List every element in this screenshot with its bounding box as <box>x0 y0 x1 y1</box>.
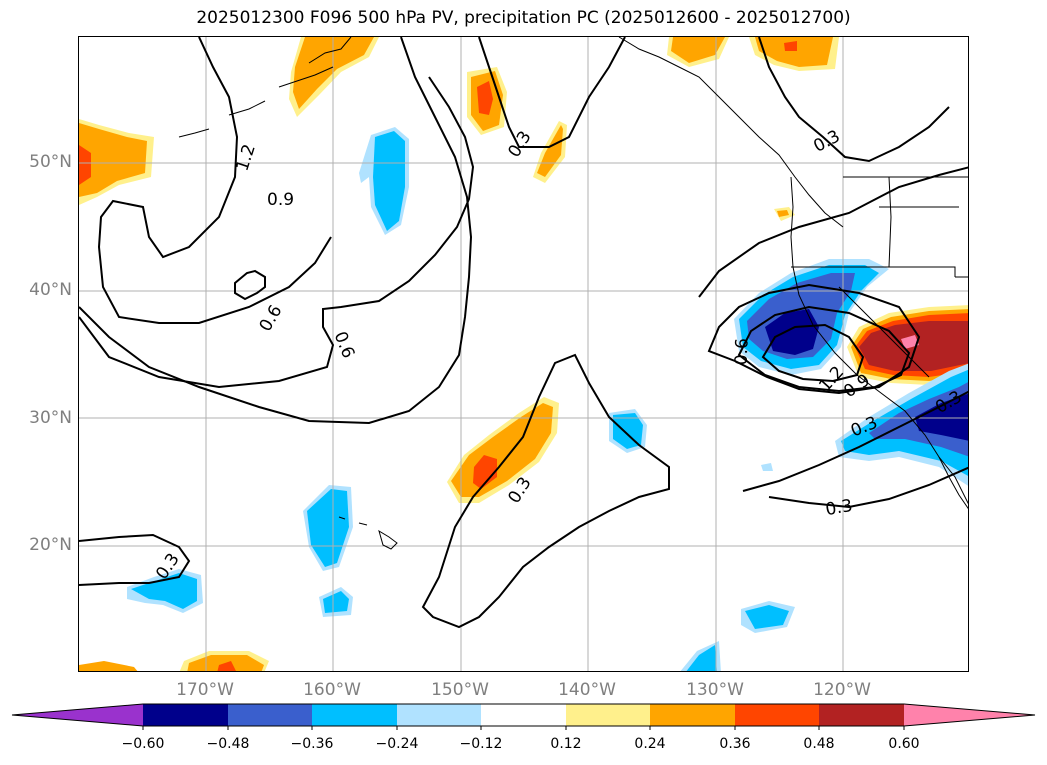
contour-0.6-loop <box>234 269 266 301</box>
colorbar-extend-low <box>12 704 143 726</box>
colorbar-tick-label: −0.48 <box>206 736 250 752</box>
colorbar-segment <box>228 704 312 726</box>
colorbar-segment <box>397 704 481 726</box>
colorbar-tick-label: −0.24 <box>375 736 419 752</box>
lon-label-170w: 170°W <box>176 680 234 700</box>
colorbar-segment <box>819 704 904 726</box>
colorbar-tick-label: 0.60 <box>888 736 920 752</box>
precip-positive <box>755 37 833 67</box>
colorbar-tick-label: 0.12 <box>550 736 582 752</box>
colorbar-segment <box>143 704 228 726</box>
contour-0.9-california <box>737 305 911 393</box>
alaska-coast <box>178 37 352 138</box>
colorbar-tick-label: −0.12 <box>459 736 503 752</box>
contour-1.2-west <box>97 37 332 324</box>
bc-coast <box>618 37 844 228</box>
lon-label-140w: 140°W <box>558 680 616 700</box>
precip-positive <box>537 125 563 177</box>
lat-label-30n: 30°N <box>29 408 72 428</box>
colorbar-segment <box>650 704 735 726</box>
colorbar-tick-label: 0.48 <box>803 736 835 752</box>
precip-positive <box>784 41 797 51</box>
contour-0.3-southwest <box>79 533 191 586</box>
mexico-coast <box>938 456 968 509</box>
precip-positive <box>777 210 789 217</box>
lat-label-20n: 20°N <box>29 535 72 555</box>
colorbar-segment <box>735 704 819 726</box>
colorbar-tick-label: 0.24 <box>634 736 666 752</box>
contour-label: 0.9 <box>267 190 294 210</box>
colorbar-segment <box>566 704 650 726</box>
precip-positive <box>451 403 553 497</box>
precip-positive <box>473 455 497 489</box>
lon-label-160w: 160°W <box>303 680 361 700</box>
state-borders <box>791 176 968 378</box>
precip-negative <box>373 131 405 231</box>
lon-label-150w: 150°W <box>431 680 489 700</box>
contour-label: 0.6 <box>732 338 753 366</box>
precip-positive <box>217 661 236 671</box>
colorbar <box>11 703 1036 730</box>
contour-label: 0.3 <box>824 496 854 520</box>
contour-0.3-north <box>478 37 626 148</box>
contour-0.3-south <box>742 390 968 509</box>
precip-negative <box>323 591 349 613</box>
precip-positive <box>293 37 374 109</box>
lat-label-50n: 50°N <box>29 152 72 172</box>
precip-negative <box>131 573 197 609</box>
pv-contours <box>79 37 968 629</box>
colorbar-tick-label: −0.60 <box>121 736 165 752</box>
precip-positive <box>477 81 493 115</box>
hawaii-islands <box>338 516 398 550</box>
precip-positive <box>901 335 919 349</box>
contour-0.3-coast <box>698 166 968 298</box>
precip-negative <box>915 393 968 441</box>
us-west-coast <box>790 176 968 505</box>
map-panel: 1.2 0.9 0.6 0.6 0.3 0.3 0.3 0.6 1.2 0.9 … <box>78 36 969 672</box>
contour-1.2-california <box>761 323 865 383</box>
precip-positive <box>671 37 725 63</box>
precip-negative <box>613 413 643 449</box>
precip-negative <box>686 645 717 671</box>
lon-label-130w: 130°W <box>686 680 744 700</box>
colorbar-tick-label: −0.36 <box>290 736 334 752</box>
precip-negative <box>765 309 819 355</box>
contour-0.3-northeast <box>758 37 950 163</box>
precip-positive <box>79 145 91 185</box>
contour-0.6-west <box>79 76 475 389</box>
colorbar-extend-high <box>904 704 1035 726</box>
precip-negative <box>761 463 773 471</box>
colorbar-tickmarks <box>142 726 905 730</box>
contour-0.3-central <box>421 353 670 629</box>
graticule <box>79 37 968 671</box>
map-canvas: 1.2 0.9 0.6 0.6 0.3 0.3 0.3 0.6 1.2 0.9 … <box>79 37 968 671</box>
colorbar-segment <box>481 704 566 726</box>
contour-labels: 1.2 0.9 0.6 0.6 0.3 0.3 0.3 0.6 1.2 0.9 … <box>152 126 965 583</box>
precip-negative <box>307 489 349 567</box>
contour-label: 0.6 <box>256 302 287 335</box>
lat-label-40n: 40°N <box>29 280 72 300</box>
precip-positive <box>79 123 147 197</box>
contour-label: 0.3 <box>504 128 535 162</box>
precip-negative <box>745 605 789 629</box>
colorbar-tick-label: 0.36 <box>719 736 751 752</box>
contour-0.6-california <box>707 283 921 395</box>
coastlines <box>178 37 968 550</box>
lon-label-120w: 120°W <box>813 680 871 700</box>
map-title: 2025012300 F096 500 hPa PV, precipitatio… <box>196 8 851 28</box>
colorbar-segment <box>312 704 397 726</box>
contour-0.9-west <box>79 37 473 425</box>
precip-positive <box>79 661 138 671</box>
contour-label: 0.6 <box>330 329 359 362</box>
